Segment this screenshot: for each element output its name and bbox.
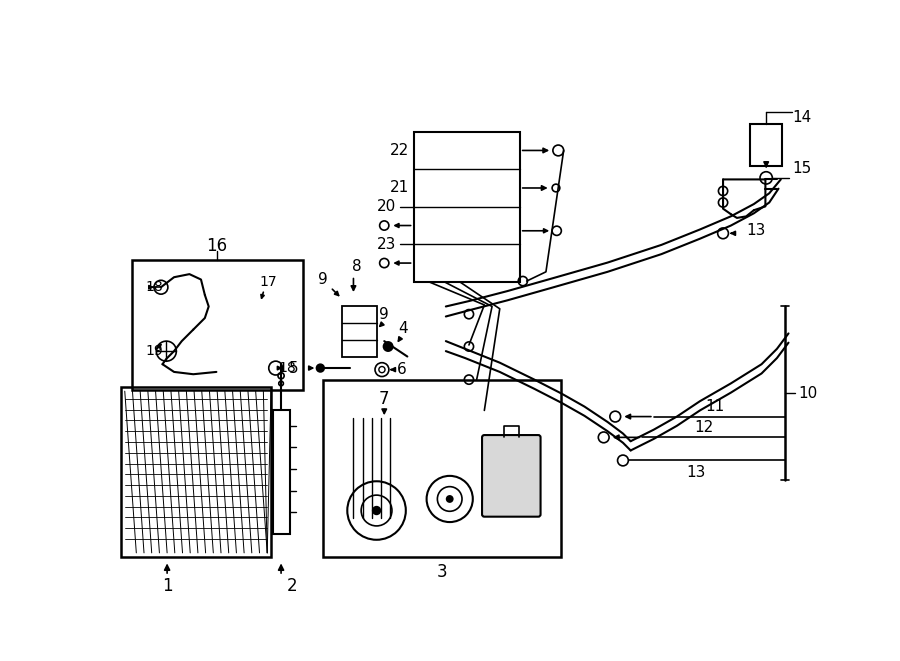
Bar (750, 124, 782, 167)
Text: 17: 17 (259, 275, 277, 289)
Text: 8: 8 (353, 259, 362, 274)
Circle shape (446, 496, 453, 502)
Text: 13: 13 (687, 465, 706, 479)
Text: 12: 12 (694, 420, 714, 435)
Text: 11: 11 (706, 399, 725, 414)
Bar (322, 379, 562, 557)
Circle shape (373, 507, 381, 514)
Text: 9: 9 (380, 307, 389, 322)
FancyBboxPatch shape (482, 435, 541, 517)
Text: 5: 5 (288, 360, 298, 375)
Text: 10: 10 (798, 386, 818, 401)
Text: 7: 7 (379, 390, 390, 408)
Text: 3: 3 (436, 563, 447, 581)
Text: 6: 6 (397, 362, 407, 377)
Text: 18: 18 (278, 361, 296, 375)
Bar (273, 410, 290, 533)
Bar (342, 307, 376, 356)
Text: 20: 20 (377, 199, 397, 214)
Text: 22: 22 (390, 143, 410, 158)
Text: 18: 18 (146, 280, 163, 294)
Text: 13: 13 (746, 223, 766, 238)
Text: 9: 9 (318, 272, 328, 287)
Text: 1: 1 (162, 577, 173, 595)
Bar (121, 387, 271, 557)
Text: 15: 15 (792, 161, 812, 176)
Text: 14: 14 (792, 110, 812, 126)
Bar (131, 260, 302, 389)
Text: 2: 2 (286, 577, 297, 595)
Text: 16: 16 (207, 237, 228, 255)
Bar (413, 132, 520, 282)
Text: 21: 21 (390, 180, 410, 196)
Text: 4: 4 (399, 321, 409, 336)
Circle shape (317, 364, 324, 372)
Text: 23: 23 (377, 237, 397, 252)
Circle shape (383, 342, 392, 351)
Text: 19: 19 (146, 344, 163, 358)
